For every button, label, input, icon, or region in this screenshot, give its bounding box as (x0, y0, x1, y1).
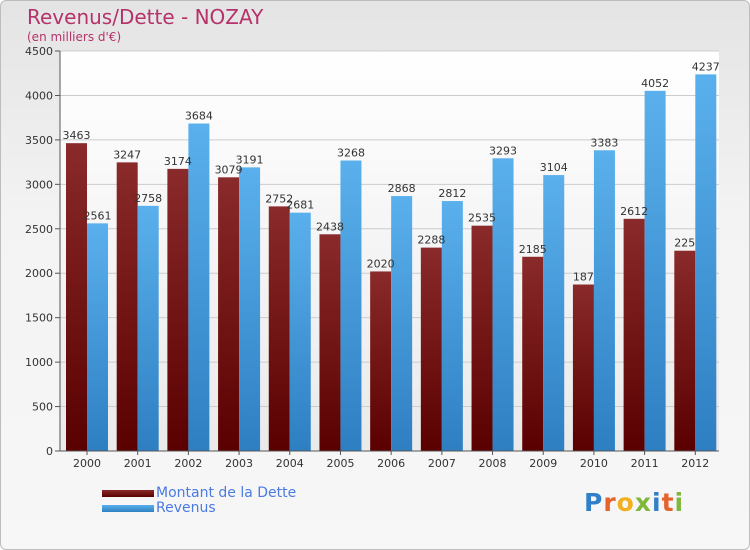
y-tick-label: 2500 (25, 223, 53, 236)
bar-dette (370, 271, 392, 451)
data-label: 4052 (641, 77, 669, 90)
logo-letter: t (661, 488, 675, 517)
data-label: 3191 (236, 153, 264, 166)
bar-dette (420, 247, 442, 451)
legend-swatch-revenue (102, 505, 154, 512)
axis-layer: 0 500 1000 1500 2000 2500 3000 3500 4000 4500 2000… (25, 45, 719, 470)
y-tick-label: 2000 (25, 267, 53, 280)
y-tick-label: 4500 (25, 45, 53, 58)
bar-revenus (593, 150, 615, 452)
bar-dette (623, 218, 645, 451)
data-label: 3293 (489, 144, 517, 157)
x-tick-label: 2011 (631, 457, 659, 470)
logo-letter: r (603, 488, 617, 517)
chart-subtitle: (en milliers d'€) (27, 30, 122, 44)
x-tick-label: 2000 (73, 457, 101, 470)
bar-revenus (441, 201, 463, 451)
y-tick-label: 3000 (25, 178, 53, 191)
bar-dette (471, 225, 493, 451)
legend-swatch-debt (102, 490, 154, 497)
data-label: 3684 (185, 110, 213, 123)
proxiti-logo: Proxiti (584, 488, 684, 517)
data-label: 2020 (367, 257, 395, 270)
x-tick-label: 2001 (124, 457, 152, 470)
bar-dette (218, 177, 240, 452)
bar-revenus (188, 123, 210, 452)
logo-letter: o (616, 488, 635, 517)
x-tick-label: 2009 (529, 457, 557, 470)
x-tick-label: 2012 (681, 457, 709, 470)
x-tick-label: 2007 (428, 457, 456, 470)
data-label: 2681 (286, 199, 314, 212)
bar-dette (268, 206, 290, 451)
logo-letter: x (634, 488, 652, 517)
data-label: 3383 (590, 136, 618, 149)
y-tick-label: 1000 (25, 356, 53, 369)
data-label: 187 (573, 271, 594, 284)
y-tick-label: 1500 (25, 312, 53, 325)
x-tick-label: 2002 (174, 457, 202, 470)
bar-dette (66, 143, 87, 451)
bar-dette (167, 168, 189, 451)
logo-letter: P (584, 488, 604, 517)
data-label: 3104 (540, 161, 568, 174)
bar-revenus (695, 74, 717, 451)
data-label: 2438 (316, 220, 344, 233)
y-tick-label: 3500 (25, 134, 53, 147)
x-tick-label: 2005 (326, 457, 354, 470)
x-tick-label: 2006 (377, 457, 405, 470)
y-tick-label: 500 (32, 401, 53, 414)
data-label: 3268 (337, 147, 365, 160)
logo-letter: i (674, 488, 685, 517)
data-label: 225 (674, 237, 695, 250)
data-label: 3247 (113, 148, 141, 161)
data-label: 2752 (265, 192, 293, 205)
data-label: 2812 (438, 187, 466, 200)
y-tick-label: 4000 (25, 89, 53, 102)
bar-revenus (87, 223, 108, 451)
data-label: 3079 (215, 163, 243, 176)
legend-label-revenue: Revenus (156, 500, 216, 516)
bar-dette (572, 284, 594, 451)
x-tick-label: 2003 (225, 457, 253, 470)
data-label: 2288 (417, 234, 445, 247)
bars-layer (66, 74, 717, 452)
bar-revenus (340, 160, 362, 451)
bar-revenus (289, 212, 311, 451)
data-label: 3463 (63, 129, 91, 142)
bar-dette (674, 250, 696, 451)
bar-revenus (137, 205, 159, 451)
bar-revenus (644, 90, 666, 452)
data-label: 2612 (620, 205, 648, 218)
data-label: 2758 (134, 192, 162, 205)
bar-revenus (492, 158, 514, 452)
bar-revenus (543, 175, 565, 452)
chart-title: Revenus/Dette - NOZAY (27, 5, 264, 29)
data-label: 4237 (692, 60, 720, 73)
data-label: 2185 (519, 243, 547, 256)
data-label: 3174 (164, 155, 192, 168)
x-tick-label: 2004 (276, 457, 304, 470)
bar-revenus (391, 196, 413, 451)
bar-dette (319, 234, 341, 451)
data-label: 2535 (468, 212, 496, 225)
logo-letter: i (652, 488, 662, 517)
data-label: 2561 (84, 209, 112, 222)
y-tick-label: 0 (46, 445, 53, 458)
x-tick-label: 2010 (580, 457, 608, 470)
x-tick-label: 2008 (479, 457, 507, 470)
data-label: 2868 (388, 182, 416, 195)
legend-label-debt: Montant de la Dette (156, 485, 297, 501)
bar-dette (116, 162, 138, 451)
bar-dette (522, 256, 544, 451)
bar-revenus (239, 167, 261, 451)
